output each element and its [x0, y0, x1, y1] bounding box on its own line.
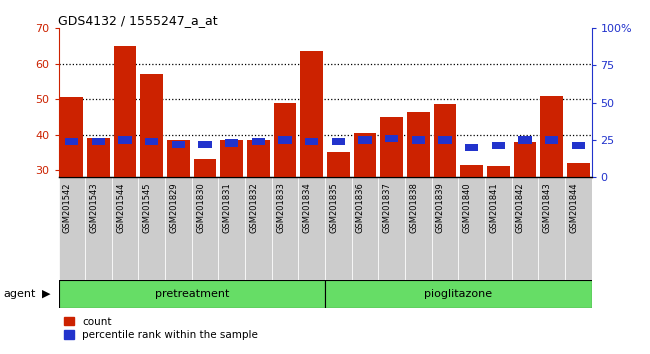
Bar	[220, 140, 243, 177]
Bar	[407, 112, 430, 177]
Bar	[378, 177, 405, 280]
Bar	[218, 177, 245, 280]
Bar	[192, 177, 218, 280]
Bar	[245, 177, 272, 280]
Text: pioglitazone: pioglitazone	[424, 289, 492, 299]
Text: GSM201838: GSM201838	[410, 182, 419, 233]
Text: GSM201544: GSM201544	[116, 182, 125, 233]
Bar	[352, 177, 378, 280]
Text: GSM201829: GSM201829	[170, 182, 178, 233]
Bar	[434, 104, 456, 177]
Bar	[565, 177, 592, 280]
Bar	[92, 138, 105, 145]
Bar	[325, 177, 352, 280]
Text: GSM201543: GSM201543	[90, 182, 99, 233]
Bar	[298, 177, 325, 280]
Bar	[225, 139, 239, 147]
Bar	[540, 96, 563, 177]
Bar	[87, 138, 110, 177]
Bar	[114, 46, 136, 177]
Bar	[567, 163, 590, 177]
Bar	[274, 103, 296, 177]
Bar	[138, 177, 165, 280]
Bar	[305, 138, 318, 145]
Text: GSM201843: GSM201843	[543, 182, 552, 233]
Bar	[145, 138, 159, 145]
Text: GSM201839: GSM201839	[436, 182, 445, 233]
Bar	[112, 177, 138, 280]
Bar	[465, 144, 478, 151]
Text: GSM201832: GSM201832	[250, 182, 259, 233]
Bar	[167, 140, 190, 177]
Bar	[458, 177, 485, 280]
Bar	[438, 136, 452, 144]
Bar	[300, 51, 323, 177]
Bar	[432, 177, 458, 280]
Bar	[512, 177, 538, 280]
Bar	[405, 177, 432, 280]
Text: GSM201831: GSM201831	[223, 182, 232, 233]
Bar	[491, 142, 505, 149]
Text: agent: agent	[3, 289, 36, 299]
Bar	[85, 177, 112, 280]
Bar	[172, 141, 185, 148]
Bar	[194, 159, 216, 177]
Bar	[65, 138, 79, 145]
Bar	[327, 152, 350, 177]
Text: GSM201830: GSM201830	[196, 182, 205, 233]
Text: GSM201835: GSM201835	[330, 182, 338, 233]
Bar	[60, 97, 83, 177]
Text: GSM201837: GSM201837	[383, 182, 391, 233]
Text: GSM201841: GSM201841	[489, 182, 499, 233]
Bar	[460, 165, 483, 177]
Bar	[247, 140, 270, 177]
Bar	[165, 177, 192, 280]
Bar	[354, 133, 376, 177]
Text: GSM201545: GSM201545	[143, 182, 152, 233]
Text: pretreatment: pretreatment	[155, 289, 229, 299]
Bar	[118, 136, 132, 144]
Text: GSM201834: GSM201834	[303, 182, 312, 233]
Bar	[380, 117, 403, 177]
Bar	[325, 280, 592, 308]
Bar	[545, 136, 558, 144]
Bar	[58, 280, 325, 308]
Bar	[358, 136, 372, 144]
Text: GSM201833: GSM201833	[276, 182, 285, 233]
Bar	[252, 138, 265, 145]
Bar	[538, 177, 565, 280]
Bar	[411, 136, 425, 144]
Text: GSM201542: GSM201542	[63, 182, 72, 233]
Bar	[278, 136, 292, 144]
Text: GSM201844: GSM201844	[569, 182, 578, 233]
Bar	[385, 135, 398, 142]
Bar	[140, 74, 163, 177]
Text: GSM201842: GSM201842	[516, 182, 525, 233]
Bar	[518, 136, 532, 144]
Text: ▶: ▶	[42, 289, 51, 299]
Text: GSM201836: GSM201836	[356, 182, 365, 233]
Bar	[485, 177, 512, 280]
Bar	[571, 142, 585, 149]
Bar	[332, 138, 345, 145]
Text: GDS4132 / 1555247_a_at: GDS4132 / 1555247_a_at	[58, 14, 218, 27]
Text: GSM201840: GSM201840	[463, 182, 472, 233]
Bar	[58, 177, 85, 280]
Bar	[272, 177, 298, 280]
Bar	[487, 166, 510, 177]
Bar	[514, 142, 536, 177]
Bar	[198, 141, 212, 148]
Legend: count, percentile rank within the sample: count, percentile rank within the sample	[64, 317, 258, 340]
